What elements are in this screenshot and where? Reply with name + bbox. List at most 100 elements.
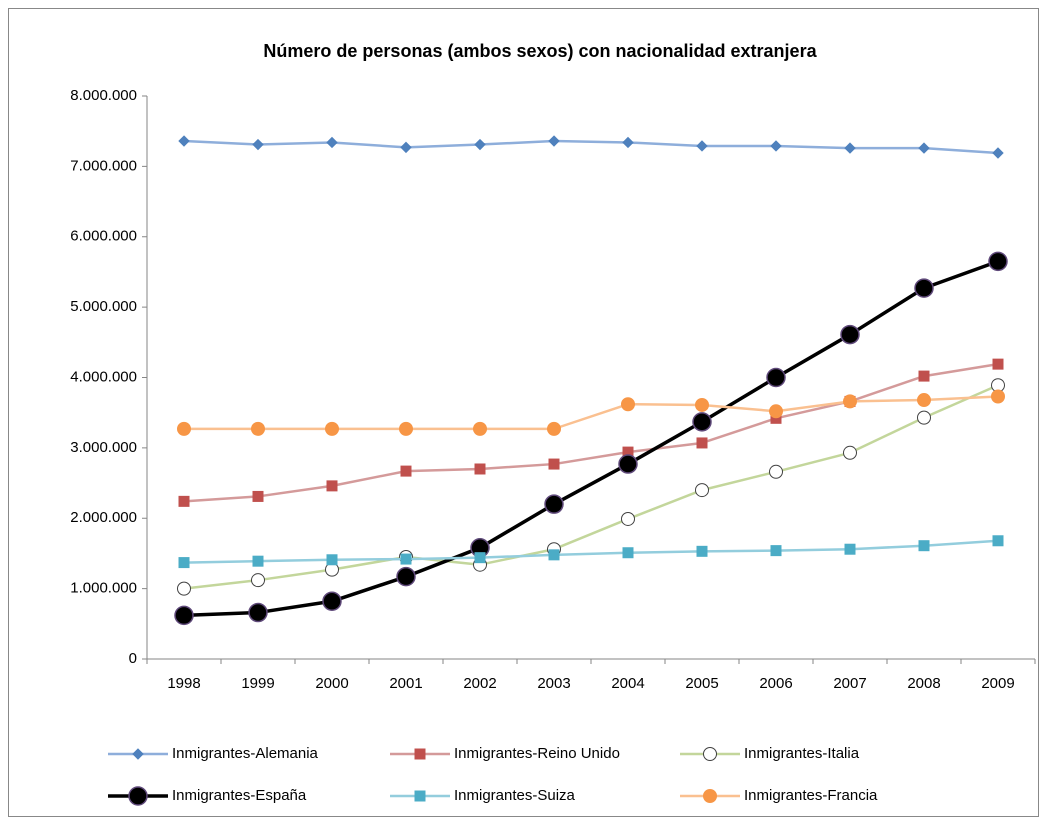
y-tick-label: 7.000.000 [70,157,137,174]
data-point [840,324,860,345]
legend-marker [128,786,148,806]
data-point [917,393,931,408]
data-point [988,251,1008,272]
data-point [917,410,931,425]
legend-marker [132,748,144,760]
data-point [174,605,194,626]
data-point [326,554,338,566]
data-point [178,557,190,569]
data-point [326,480,338,492]
y-tick-label: 4.000.000 [70,368,137,385]
data-point [252,138,264,151]
x-tick-label: 1998 [167,675,200,692]
legend-marker [703,789,717,803]
series-line [183,384,999,590]
data-point [547,421,561,436]
data-point [548,549,560,561]
x-tick-label: 2002 [463,675,496,692]
data-point [692,412,712,432]
data-point [548,458,560,470]
data-point [844,543,856,555]
data-point [844,142,856,154]
data-point [177,581,191,596]
x-tick-label: 2006 [759,675,792,692]
y-tick-label: 6.000.000 [70,228,137,245]
legend-label: Inmigrantes-Francia [744,787,878,804]
y-tick-label: 1.000.000 [70,580,137,597]
data-point [400,553,412,565]
data-point [992,147,1004,159]
data-point [918,540,930,552]
data-point [991,389,1005,404]
data-point [400,465,412,477]
data-point [325,421,339,436]
data-point [326,136,338,149]
x-tick-label: 1999 [241,675,274,692]
data-point [178,495,190,507]
data-point [252,490,264,502]
data-point [396,566,416,587]
data-point [843,445,857,460]
data-point [992,535,1004,547]
data-point [914,278,934,298]
data-point [918,142,930,154]
data-point [474,552,486,564]
legend-label: Inmigrantes-Suiza [454,787,576,804]
data-point [695,483,709,498]
x-tick-label: 2005 [685,675,718,692]
legend-marker [414,790,426,802]
data-point [769,404,783,419]
data-point [696,437,708,449]
data-point [251,421,265,436]
data-point [918,370,930,382]
data-point [473,421,487,436]
y-tick-label: 5.000.000 [70,298,137,315]
data-point [178,135,190,147]
data-point [177,421,191,436]
data-point [474,138,486,151]
data-point [248,602,268,623]
data-point [544,494,564,514]
series-line [184,395,999,431]
data-point [766,367,786,388]
legend-label: Inmigrantes-Italia [744,745,860,762]
data-point [695,397,709,412]
data-point [548,135,560,147]
legend-label: Inmigrantes-Reino Unido [454,745,620,762]
data-point [622,547,634,559]
legend-label: Inmigrantes-Alemania [172,745,319,762]
data-point [992,358,1004,370]
data-point [622,446,634,458]
data-point [843,394,857,409]
x-tick-label: 2008 [907,675,940,692]
data-point [400,141,412,154]
x-tick-label: 2000 [315,675,348,692]
y-tick-label: 3.000.000 [70,439,137,456]
data-point [618,454,638,474]
x-tick-label: 2007 [833,675,866,692]
data-point [621,397,635,412]
x-tick-label: 2003 [537,675,570,692]
y-tick-label: 0 [129,650,137,667]
data-point [251,573,265,588]
series-line [183,539,999,564]
legend-marker [703,747,717,761]
data-point [322,591,342,612]
data-point [696,140,708,152]
chart-title: Número de personas (ambos sexos) con nac… [263,41,817,61]
data-point [770,412,782,424]
x-tick-label: 2001 [389,675,422,692]
data-point [474,463,486,475]
x-tick-label: 2009 [981,675,1014,692]
data-point [622,136,634,149]
data-point [252,555,264,567]
legend-marker [414,748,426,760]
data-point [621,511,635,526]
series-line [183,259,999,618]
data-point [399,421,413,436]
data-point [696,545,708,557]
legend-label: Inmigrantes-España [172,787,307,804]
series-line [183,362,999,503]
